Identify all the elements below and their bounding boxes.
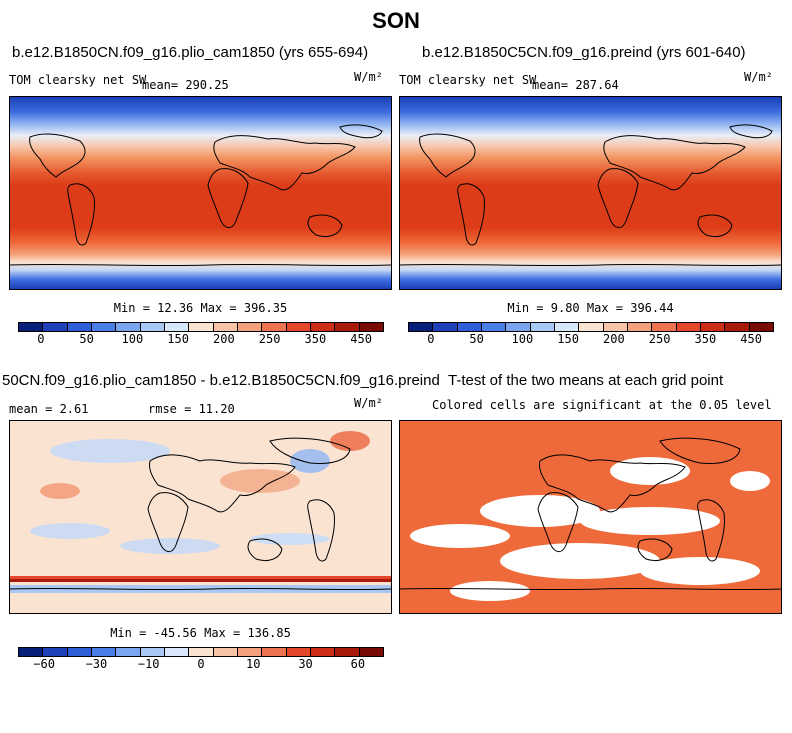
colorbar-3-swatch — [213, 648, 238, 656]
colorbar-3-swatch — [359, 648, 383, 656]
colorbar-1-tick-label: 350 — [304, 332, 327, 346]
colorbar-1-swatch — [310, 323, 336, 331]
colorbar-1-ticks: 0 50 100 150 200 250 350 450 — [18, 332, 384, 346]
panel-1-map — [9, 96, 392, 290]
colorbar-2-swatch — [627, 323, 653, 331]
page-title: SON — [372, 8, 420, 33]
colorbar-3-swatch — [91, 648, 117, 656]
colorbar-2-tick-label: 100 — [511, 332, 534, 346]
colorbar-2-swatches — [408, 322, 774, 332]
colorbar-1-tick-label: 100 — [121, 332, 144, 346]
panel-2-map — [399, 96, 782, 290]
colorbar-3-tick-label: −30 — [85, 657, 108, 671]
panel-1-units: W/m² — [354, 70, 383, 84]
colorbar-1-swatch — [262, 323, 287, 331]
colorbar-3-swatch — [237, 648, 263, 656]
colorbar-1-swatch — [164, 323, 190, 331]
panel-1-minmax: Min = 12.36 Max = 396.35 — [113, 301, 288, 315]
colorbar-3-swatch — [335, 648, 360, 656]
colorbar-3-tick-label: −10 — [137, 657, 160, 671]
panel-1-mean: mean= 290.25 — [142, 78, 229, 92]
colorbar-2-swatch — [457, 323, 482, 331]
panel-4-title: T-test of the two means at each grid poi… — [448, 372, 724, 389]
colorbar-2-swatch — [433, 323, 458, 331]
panel-3-map — [9, 420, 392, 614]
colorbar-3-tick-label: 0 — [197, 657, 205, 671]
colorbar-1-swatch — [335, 323, 360, 331]
colorbar-3-tick-label: 60 — [350, 657, 366, 671]
colorbar-3-swatch — [43, 648, 68, 656]
colorbar-3-swatch — [116, 648, 141, 656]
colorbar-1-tick-label: 150 — [167, 332, 189, 346]
panel-1-title: b.e12.B1850CN.f09_g16.plio_cam1850 (yrs … — [12, 44, 369, 61]
panel-4-map — [399, 420, 782, 614]
colorbar-3-ticks: −60 −30 −10 0 10 30 60 — [18, 657, 384, 671]
panel-2-mean: mean= 287.64 — [532, 78, 619, 92]
panel-1-variable: TOM clearsky net SW — [9, 73, 147, 87]
colorbar-2-swatch — [506, 323, 531, 331]
colorbar-1-tick-label: 200 — [213, 332, 235, 346]
colorbar-3-swatch — [262, 648, 287, 656]
colorbar-1-swatch — [286, 323, 311, 331]
colorbar-3-swatch — [140, 648, 165, 656]
colorbar-2-swatch — [725, 323, 750, 331]
colorbar-2-tick-label: 200 — [603, 332, 625, 346]
colorbar-2-swatch — [700, 323, 726, 331]
colorbar-1-tick-label: 0 — [37, 332, 45, 346]
colorbar-2-swatch — [749, 323, 773, 331]
colorbar-3-tick-label: 10 — [246, 657, 261, 671]
panel-2-variable: TOM clearsky net SW — [399, 73, 537, 87]
colorbar-1-swatches — [18, 322, 384, 332]
panel-3-units: W/m² — [354, 396, 383, 410]
colorbar-2-swatch — [579, 323, 604, 331]
colorbar-2-swatch — [603, 323, 628, 331]
panel-4-subtitle: Colored cells are significant at the 0.0… — [432, 398, 772, 412]
colorbar-3-swatch — [189, 648, 214, 656]
colorbar-1-swatch — [213, 323, 238, 331]
colorbar-1-swatch — [43, 323, 68, 331]
panel-3-mean: mean = 2.61 — [9, 402, 89, 416]
colorbar-3-swatch — [286, 648, 311, 656]
colorbar-2-tick-label: 0 — [427, 332, 435, 346]
colorbar-1-tick-label: 250 — [258, 332, 281, 346]
colorbar-1-swatch — [91, 323, 117, 331]
colorbar-3-swatch — [310, 648, 336, 656]
colorbar-1-swatch — [359, 323, 383, 331]
colorbar-2-tick-label: 50 — [469, 332, 484, 346]
panel-3-minmax: Min = -45.56 Max = 136.85 — [110, 626, 291, 640]
colorbar-1-swatch — [67, 323, 92, 331]
colorbar-3-tick-label: 30 — [298, 657, 313, 671]
colorbar-3-tick-label: −60 — [33, 657, 55, 671]
colorbar-3-swatch — [19, 648, 44, 656]
panel-3-rmse: rmse = 11.20 — [148, 402, 235, 416]
colorbar-1-swatch — [237, 323, 263, 331]
colorbar-3-swatch — [67, 648, 92, 656]
colorbar-1-swatch — [116, 323, 141, 331]
colorbar-2-tick-label: 450 — [740, 332, 762, 346]
panel-3-title: 50CN.f09_g16.plio_cam1850 - b.e12.B1850C… — [2, 372, 440, 389]
colorbar-2-tick-label: 150 — [557, 332, 579, 346]
colorbar-2-tick-label: 350 — [694, 332, 717, 346]
colorbar-2-swatch — [554, 323, 580, 331]
colorbar-1-tick-label: 450 — [350, 332, 372, 346]
panel-2-minmax: Min = 9.80 Max = 396.44 — [507, 301, 674, 315]
colorbar-3: −60 −30 −10 0 10 30 60 — [18, 647, 384, 671]
colorbar-2-swatch — [481, 323, 507, 331]
colorbar-3-swatches — [18, 647, 384, 657]
colorbar-1-swatch — [140, 323, 165, 331]
colorbar-1-swatch — [189, 323, 214, 331]
colorbar-2-tick-label: 250 — [648, 332, 671, 346]
colorbar-2-swatch — [652, 323, 677, 331]
colorbar-1-tick-label: 50 — [79, 332, 94, 346]
colorbar-1: 0 50 100 150 200 250 350 450 — [18, 322, 384, 346]
colorbar-2-swatch — [409, 323, 434, 331]
panel-2-units: W/m² — [744, 70, 773, 84]
colorbar-2-ticks: 0 50 100 150 200 250 350 450 — [408, 332, 774, 346]
colorbar-2-swatch — [530, 323, 555, 331]
colorbar-1-swatch — [19, 323, 44, 331]
panel-2-title: b.e12.B1850C5CN.f09_g16.preind (yrs 601-… — [422, 44, 746, 61]
colorbar-2-swatch — [676, 323, 701, 331]
colorbar-3-swatch — [164, 648, 190, 656]
colorbar-2: 0 50 100 150 200 250 350 450 — [408, 322, 774, 346]
